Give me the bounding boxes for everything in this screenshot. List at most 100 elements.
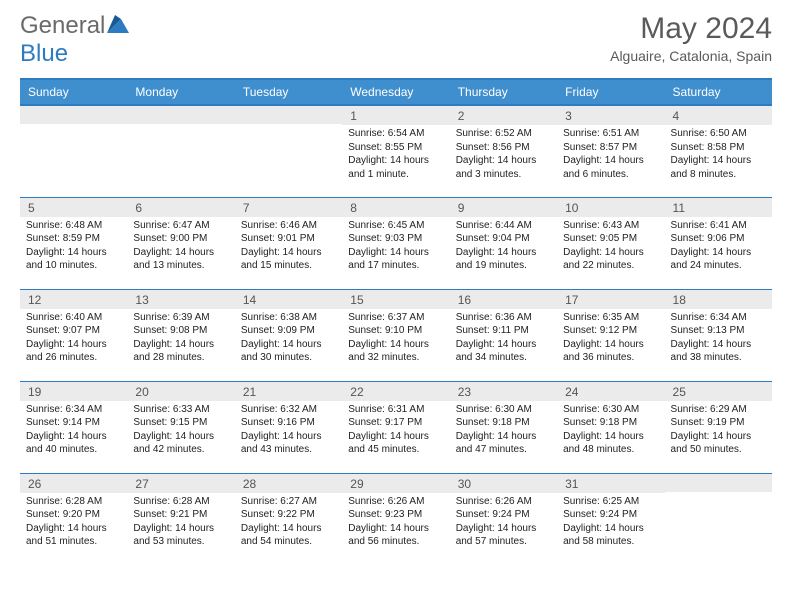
- weekday-header: Sunday: [20, 79, 127, 105]
- sunset-text: Sunset: 9:24 PM: [456, 508, 551, 522]
- calendar-day-cell: 26Sunrise: 6:28 AMSunset: 9:20 PMDayligh…: [20, 473, 127, 565]
- day-number: 4: [665, 106, 772, 125]
- calendar-day-cell: 1Sunrise: 6:54 AMSunset: 8:55 PMDaylight…: [342, 105, 449, 197]
- sunset-text: Sunset: 9:17 PM: [348, 416, 443, 430]
- day-body: Sunrise: 6:26 AMSunset: 9:23 PMDaylight:…: [342, 493, 449, 553]
- logo-sub: Blue: [20, 40, 68, 68]
- daylight-text: Daylight: 14 hours and 43 minutes.: [241, 430, 336, 457]
- day-body: Sunrise: 6:50 AMSunset: 8:58 PMDaylight:…: [665, 125, 772, 185]
- day-body: Sunrise: 6:43 AMSunset: 9:05 PMDaylight:…: [557, 217, 664, 277]
- day-body: Sunrise: 6:37 AMSunset: 9:10 PMDaylight:…: [342, 309, 449, 369]
- daylight-text: Daylight: 14 hours and 24 minutes.: [671, 246, 766, 273]
- calendar-day-cell: 5Sunrise: 6:48 AMSunset: 8:59 PMDaylight…: [20, 197, 127, 289]
- sunset-text: Sunset: 8:56 PM: [456, 141, 551, 155]
- day-body: Sunrise: 6:40 AMSunset: 9:07 PMDaylight:…: [20, 309, 127, 369]
- header: General May 2024 Alguaire, Catalonia, Sp…: [20, 12, 772, 64]
- day-number: 19: [20, 382, 127, 401]
- sunset-text: Sunset: 9:09 PM: [241, 324, 336, 338]
- calendar-day-cell: 29Sunrise: 6:26 AMSunset: 9:23 PMDayligh…: [342, 473, 449, 565]
- day-number: 3: [557, 106, 664, 125]
- calendar-day-cell: 15Sunrise: 6:37 AMSunset: 9:10 PMDayligh…: [342, 289, 449, 381]
- day-body: [127, 124, 234, 197]
- day-number: 29: [342, 474, 449, 493]
- daylight-text: Daylight: 14 hours and 15 minutes.: [241, 246, 336, 273]
- day-body: [20, 124, 127, 197]
- daylight-text: Daylight: 14 hours and 36 minutes.: [563, 338, 658, 365]
- sunset-text: Sunset: 9:01 PM: [241, 232, 336, 246]
- day-number: 17: [557, 290, 664, 309]
- day-number: 8: [342, 198, 449, 217]
- day-body: Sunrise: 6:28 AMSunset: 9:20 PMDaylight:…: [20, 493, 127, 553]
- sunset-text: Sunset: 9:22 PM: [241, 508, 336, 522]
- sunrise-text: Sunrise: 6:34 AM: [671, 311, 766, 325]
- calendar-day-cell: 4Sunrise: 6:50 AMSunset: 8:58 PMDaylight…: [665, 105, 772, 197]
- daylight-text: Daylight: 14 hours and 26 minutes.: [26, 338, 121, 365]
- daylight-text: Daylight: 14 hours and 42 minutes.: [133, 430, 228, 457]
- calendar-day-cell: 3Sunrise: 6:51 AMSunset: 8:57 PMDaylight…: [557, 105, 664, 197]
- calendar-day-cell: 23Sunrise: 6:30 AMSunset: 9:18 PMDayligh…: [450, 381, 557, 473]
- sunset-text: Sunset: 9:24 PM: [563, 508, 658, 522]
- sunset-text: Sunset: 9:18 PM: [456, 416, 551, 430]
- calendar-day-cell: 24Sunrise: 6:30 AMSunset: 9:18 PMDayligh…: [557, 381, 664, 473]
- sunset-text: Sunset: 9:19 PM: [671, 416, 766, 430]
- sunrise-text: Sunrise: 6:43 AM: [563, 219, 658, 233]
- sunset-text: Sunset: 8:58 PM: [671, 141, 766, 155]
- daylight-text: Daylight: 14 hours and 19 minutes.: [456, 246, 551, 273]
- sunrise-text: Sunrise: 6:39 AM: [133, 311, 228, 325]
- calendar-day-cell: 11Sunrise: 6:41 AMSunset: 9:06 PMDayligh…: [665, 197, 772, 289]
- sunrise-text: Sunrise: 6:38 AM: [241, 311, 336, 325]
- sunrise-text: Sunrise: 6:26 AM: [348, 495, 443, 509]
- sunrise-text: Sunrise: 6:31 AM: [348, 403, 443, 417]
- calendar-day-cell: 6Sunrise: 6:47 AMSunset: 9:00 PMDaylight…: [127, 197, 234, 289]
- sunset-text: Sunset: 8:59 PM: [26, 232, 121, 246]
- calendar-week-row: 5Sunrise: 6:48 AMSunset: 8:59 PMDaylight…: [20, 197, 772, 289]
- calendar-day-cell: 27Sunrise: 6:28 AMSunset: 9:21 PMDayligh…: [127, 473, 234, 565]
- calendar-table: Sunday Monday Tuesday Wednesday Thursday…: [20, 78, 772, 565]
- day-number: 24: [557, 382, 664, 401]
- calendar-day-cell: 31Sunrise: 6:25 AMSunset: 9:24 PMDayligh…: [557, 473, 664, 565]
- location-subtitle: Alguaire, Catalonia, Spain: [610, 48, 772, 64]
- month-title: May 2024: [610, 12, 772, 46]
- day-number: 14: [235, 290, 342, 309]
- day-body: Sunrise: 6:54 AMSunset: 8:55 PMDaylight:…: [342, 125, 449, 185]
- calendar-day-cell: 17Sunrise: 6:35 AMSunset: 9:12 PMDayligh…: [557, 289, 664, 381]
- calendar-day-cell: 9Sunrise: 6:44 AMSunset: 9:04 PMDaylight…: [450, 197, 557, 289]
- daylight-text: Daylight: 14 hours and 6 minutes.: [563, 154, 658, 181]
- day-body: Sunrise: 6:52 AMSunset: 8:56 PMDaylight:…: [450, 125, 557, 185]
- sunrise-text: Sunrise: 6:44 AM: [456, 219, 551, 233]
- sunset-text: Sunset: 9:16 PM: [241, 416, 336, 430]
- weekday-header: Thursday: [450, 79, 557, 105]
- day-body: Sunrise: 6:34 AMSunset: 9:13 PMDaylight:…: [665, 309, 772, 369]
- sunset-text: Sunset: 9:06 PM: [671, 232, 766, 246]
- daylight-text: Daylight: 14 hours and 53 minutes.: [133, 522, 228, 549]
- day-number: 30: [450, 474, 557, 493]
- day-number: 16: [450, 290, 557, 309]
- daylight-text: Daylight: 14 hours and 50 minutes.: [671, 430, 766, 457]
- daylight-text: Daylight: 14 hours and 13 minutes.: [133, 246, 228, 273]
- sunset-text: Sunset: 9:04 PM: [456, 232, 551, 246]
- day-body: Sunrise: 6:29 AMSunset: 9:19 PMDaylight:…: [665, 401, 772, 461]
- sunset-text: Sunset: 9:05 PM: [563, 232, 658, 246]
- calendar-day-cell: 30Sunrise: 6:26 AMSunset: 9:24 PMDayligh…: [450, 473, 557, 565]
- daylight-text: Daylight: 14 hours and 34 minutes.: [456, 338, 551, 365]
- day-body: Sunrise: 6:51 AMSunset: 8:57 PMDaylight:…: [557, 125, 664, 185]
- sunset-text: Sunset: 9:00 PM: [133, 232, 228, 246]
- daylight-text: Daylight: 14 hours and 32 minutes.: [348, 338, 443, 365]
- calendar-week-row: 1Sunrise: 6:54 AMSunset: 8:55 PMDaylight…: [20, 105, 772, 197]
- sunrise-text: Sunrise: 6:54 AM: [348, 127, 443, 141]
- calendar-day-cell: [665, 473, 772, 565]
- sunrise-text: Sunrise: 6:28 AM: [26, 495, 121, 509]
- day-number: 18: [665, 290, 772, 309]
- daylight-text: Daylight: 14 hours and 30 minutes.: [241, 338, 336, 365]
- sunrise-text: Sunrise: 6:48 AM: [26, 219, 121, 233]
- calendar-week-row: 26Sunrise: 6:28 AMSunset: 9:20 PMDayligh…: [20, 473, 772, 565]
- calendar-day-cell: 28Sunrise: 6:27 AMSunset: 9:22 PMDayligh…: [235, 473, 342, 565]
- sunset-text: Sunset: 9:12 PM: [563, 324, 658, 338]
- day-body: Sunrise: 6:26 AMSunset: 9:24 PMDaylight:…: [450, 493, 557, 553]
- day-body: Sunrise: 6:28 AMSunset: 9:21 PMDaylight:…: [127, 493, 234, 553]
- daylight-text: Daylight: 14 hours and 22 minutes.: [563, 246, 658, 273]
- calendar-week-row: 19Sunrise: 6:34 AMSunset: 9:14 PMDayligh…: [20, 381, 772, 473]
- sunrise-text: Sunrise: 6:40 AM: [26, 311, 121, 325]
- day-number: 7: [235, 198, 342, 217]
- weekday-header: Saturday: [665, 79, 772, 105]
